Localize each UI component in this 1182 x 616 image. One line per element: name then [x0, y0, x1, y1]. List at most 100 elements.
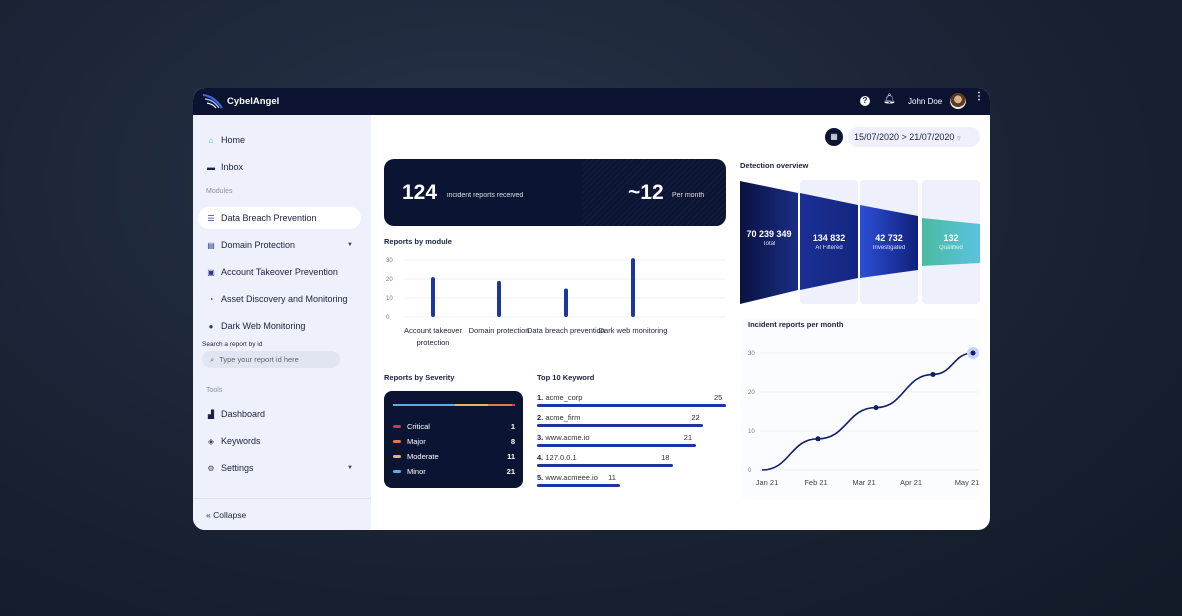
user-name[interactable]: John Doe — [908, 97, 943, 106]
monthly-reports: ~12 — [628, 181, 664, 204]
sidebar-item-data-breach-prevention[interactable]: ☰ Data Breach Prevention — [198, 207, 361, 229]
severity-label: Minor — [407, 466, 426, 476]
stage-label: Qualified — [939, 245, 963, 251]
funnel-stage-ai-filtered — [800, 193, 858, 290]
sidebar-item-dark-web-monitoring[interactable]: ● Dark Web Monitoring — [198, 315, 361, 337]
sidebar-item-keywords[interactable]: ◈ Keywords — [198, 430, 361, 452]
sidebar-item-label: Keywords — [221, 436, 261, 446]
total-label: incident reports received — [447, 192, 524, 199]
severity-dot — [393, 439, 401, 443]
bell-icon[interactable]: 🔔︎ — [883, 94, 896, 105]
keyword-row[interactable]: 4. 127.0.0.1 18 — [537, 453, 727, 473]
severity-label: Critical — [407, 421, 430, 431]
y-tick-label: 0 — [748, 468, 752, 474]
severity-row: Moderate 11 — [393, 450, 515, 462]
help-icon[interactable]: ? — [860, 96, 870, 106]
top-keywords-title: Top 10 Keyword — [537, 373, 595, 382]
x-tick-label: Feb 21 — [804, 478, 827, 487]
sidebar-item-label: Domain Protection — [221, 240, 296, 250]
y-tick-label: 30 — [748, 351, 755, 357]
keyword-label: 3. www.acme.io — [537, 433, 590, 442]
modules-heading: Modules — [206, 188, 233, 195]
x-tick-label: Account takeover protection — [404, 326, 462, 347]
calendar-icon[interactable]: ▦ — [825, 128, 843, 146]
sidebar-item-account-takeover-prevention[interactable]: ▣ Account Takeover Prevention — [198, 261, 361, 283]
keyword-row[interactable]: 3. www.acme.io 21 — [537, 433, 727, 453]
keyword-count: 18 — [661, 453, 670, 462]
keyword-label: 1. acme_corp — [537, 393, 583, 402]
chevron-down-icon[interactable]: ▼ — [347, 465, 353, 471]
sidebar-item-asset-discovery[interactable]: ◔ Asset Discovery and Monitoring — [198, 288, 361, 310]
search-icon: ⌕ — [210, 354, 215, 364]
home-icon: ⌂ — [208, 135, 214, 145]
sidebar-item-domain-protection[interactable]: ▤ Domain Protection ▼ — [198, 234, 361, 256]
detection-overview-title: Detection overview — [740, 161, 809, 170]
y-tick-label: 20 — [386, 277, 393, 283]
keyword-count: 25 — [714, 393, 723, 402]
keyword-row[interactable]: 5. www.acmeee.io 11 — [537, 473, 727, 493]
divider — [193, 498, 371, 499]
funnel-stage-total — [740, 181, 798, 304]
collapse-button[interactable]: « Collapse — [206, 510, 246, 520]
severity-segment — [455, 404, 489, 406]
search-placeholder: Type your report id here — [219, 355, 299, 364]
severity-count: 21 — [506, 466, 515, 476]
double-chevron-left-icon: « — [206, 510, 211, 520]
severity-segment — [488, 404, 513, 406]
keyword-row[interactable]: 1. acme_corp 25 — [537, 393, 727, 413]
y-tick-label: 10 — [386, 296, 393, 302]
stage-qualified: 132 Qualified — [922, 233, 980, 251]
data-point — [930, 371, 936, 377]
severity-count: 8 — [510, 436, 515, 446]
avatar[interactable] — [950, 93, 966, 109]
sidebar-item-label: Inbox — [221, 162, 244, 172]
keyword-bar — [537, 424, 704, 427]
logo-icon — [202, 94, 223, 109]
sidebar-item-label: Data Breach Prevention — [221, 213, 317, 223]
severity-row: Critical 1 — [393, 420, 515, 432]
sidebar-item-label: Home — [221, 135, 246, 145]
severity-card: Critical 1 Major 8 Moderate 11 Minor 21 — [384, 391, 523, 488]
date-range-picker[interactable]: 15/07/2020 > 21/07/2020 ▽ — [848, 127, 980, 147]
search-label: Search a report by id — [202, 341, 263, 348]
severity-stacked-bar — [393, 404, 515, 406]
sidebar-item-dashboard[interactable]: ▟ Dashboard — [198, 403, 361, 425]
severity-count: 11 — [507, 451, 515, 461]
y-tick-label: 20 — [748, 390, 755, 396]
severity-dot — [393, 454, 401, 458]
y-tick-label: 0 — [386, 315, 390, 321]
tags-icon: ◈ — [207, 436, 215, 446]
keyword-count: 21 — [683, 433, 693, 442]
report-search-input[interactable]: ⌕ Type your report id here — [202, 351, 340, 368]
chevron-down-icon[interactable]: ▼ — [347, 242, 353, 248]
stage-value: 132 — [943, 233, 959, 243]
severity-dot — [393, 424, 401, 428]
stage-ai-filtered: 134 832 AI Filtered — [800, 233, 858, 251]
incident-chart-title: Incident reports per month — [748, 320, 844, 329]
stage-value: 70 239 349 — [746, 229, 792, 239]
bar — [564, 288, 568, 317]
x-tick-label: Mar 21 — [852, 478, 875, 487]
sidebar-item-settings[interactable]: ⚙ Settings ▼ — [198, 457, 361, 479]
severity-label: Major — [407, 436, 426, 446]
incident-line-chart: 0 10 20 30 Jan 21 Feb 21 Mar 21 Apr 21 May 21 — [748, 347, 979, 487]
more-vertical-icon[interactable]: ⋮ — [974, 91, 984, 102]
gear-icon: ⚙ — [207, 463, 215, 473]
severity-row: Major 8 — [393, 435, 515, 447]
x-tick-label: Dark web monitoring — [598, 326, 668, 335]
stage-label: Total — [762, 241, 776, 247]
keyword-bar — [537, 484, 621, 487]
inbox-icon: ▬ — [207, 162, 215, 172]
sidebar: ⌂ Home ▬ Inbox Modules ☰ Data Breach Preven… — [193, 115, 371, 530]
chevron-down-icon: ▽ — [956, 136, 961, 142]
sidebar-item-inbox[interactable]: ▬ Inbox — [198, 156, 361, 178]
x-tick-label: Domain protection — [468, 326, 530, 335]
sidebar-item-label: Dashboard — [221, 409, 266, 419]
app-window: CybelAngel ? 🔔︎ John Doe ⋮ ⌂ Home ▬ Inbox … — [193, 88, 990, 530]
severity-label: Moderate — [407, 451, 439, 461]
severity-segment — [512, 404, 515, 406]
brand-name: CybelAngel — [227, 96, 280, 107]
sidebar-item-home[interactable]: ⌂ Home — [198, 129, 361, 151]
tools-heading: Tools — [206, 387, 223, 394]
keyword-row[interactable]: 2. acme_firm 22 — [537, 413, 727, 433]
